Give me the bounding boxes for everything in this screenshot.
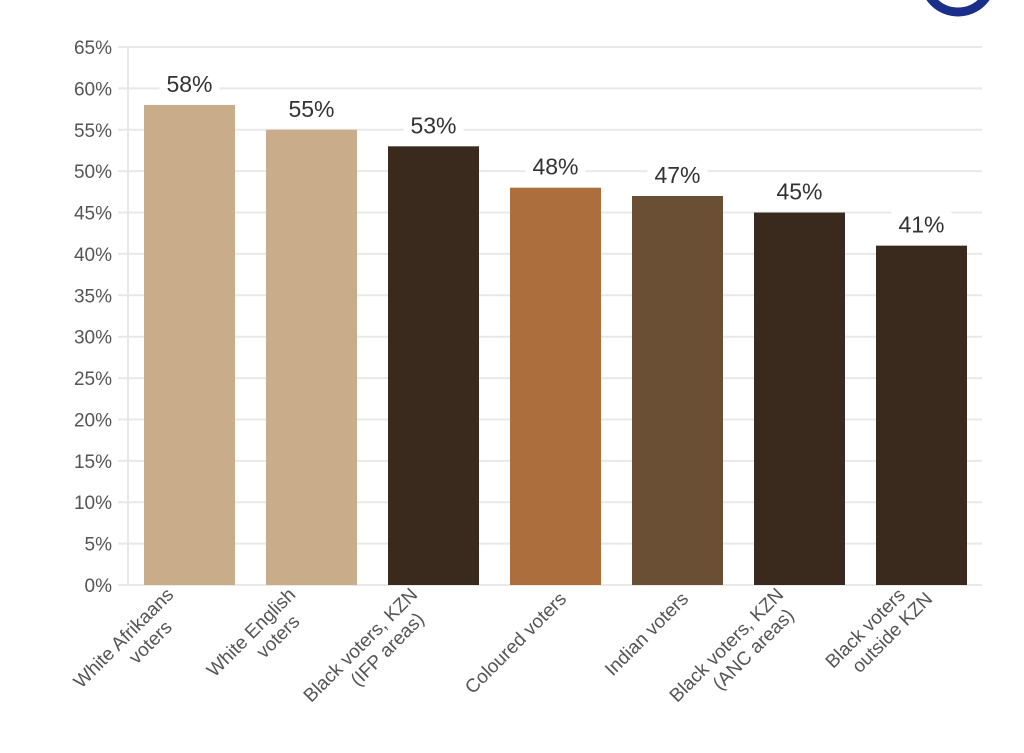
y-tick-label: 55% xyxy=(74,121,112,142)
x-tick-label: Coloured voters xyxy=(461,589,571,699)
y-tick-label: 25% xyxy=(74,369,112,390)
logo-ring xyxy=(926,0,990,17)
y-tick-label: 60% xyxy=(74,79,112,100)
data-label: 53% xyxy=(410,112,456,138)
y-tick-label: 40% xyxy=(74,245,112,266)
bar xyxy=(510,187,601,585)
x-tick-label: Black voters, KZN(IFP areas) xyxy=(300,584,429,706)
data-label-bg xyxy=(281,95,342,124)
data-label: 58% xyxy=(166,71,212,97)
data-label-bg xyxy=(525,153,586,182)
y-tick-label: 5% xyxy=(85,535,113,556)
y-tick-label: 35% xyxy=(74,286,112,307)
data-label-bg xyxy=(159,70,220,99)
y-tick-label: 0% xyxy=(85,576,113,597)
y-tick-label: 10% xyxy=(74,493,112,514)
data-label-bg xyxy=(769,178,830,207)
x-tick-label-line: Coloured voters xyxy=(461,589,571,699)
y-tick-label: 50% xyxy=(74,162,112,183)
bar xyxy=(876,245,967,585)
x-tick-label: Indian voters xyxy=(601,589,693,681)
data-label: 48% xyxy=(532,154,578,180)
bar xyxy=(388,146,479,586)
bar xyxy=(144,104,235,585)
y-tick-label: 45% xyxy=(74,204,112,225)
bar xyxy=(632,195,723,585)
x-tick-label-line: Indian voters xyxy=(601,589,693,681)
y-tick-label: 30% xyxy=(74,328,112,349)
data-label-bg xyxy=(403,112,464,141)
bar xyxy=(266,129,357,585)
data-label: 45% xyxy=(776,179,822,205)
data-label: 41% xyxy=(898,212,944,238)
data-label: 55% xyxy=(288,96,334,122)
y-tick-label: 15% xyxy=(74,452,112,473)
data-label-bg xyxy=(647,161,708,190)
bar xyxy=(754,212,845,586)
data-label-bg xyxy=(891,211,952,240)
y-tick-label: 65% xyxy=(74,38,112,59)
data-label: 47% xyxy=(654,162,700,188)
y-tick-label: 20% xyxy=(74,410,112,431)
